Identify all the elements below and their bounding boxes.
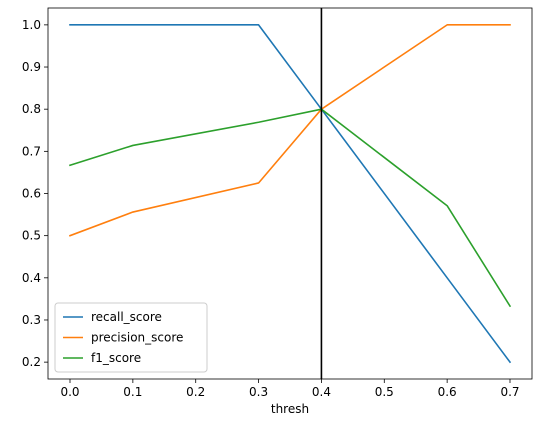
legend-label-recall_score: recall_score <box>91 310 162 324</box>
legend-label-precision_score: precision_score <box>91 331 183 345</box>
x-axis-label: thresh <box>271 402 309 416</box>
x-tick-label: 0.5 <box>375 385 394 399</box>
series-line-f1_score <box>68 108 512 308</box>
x-tick-label: 0.4 <box>312 385 331 399</box>
legend-frame <box>54 302 208 373</box>
x-tick-label: 0.0 <box>60 385 79 399</box>
x-tick-label: 0.3 <box>249 385 268 399</box>
y-tick-label: 0.4 <box>22 271 41 285</box>
y-tick-label: 0.5 <box>22 229 41 243</box>
x-tick-label: 0.1 <box>123 385 142 399</box>
y-tick-label: 0.8 <box>22 102 41 116</box>
y-tick-label: 0.2 <box>22 355 41 369</box>
y-tick-label: 0.7 <box>22 144 41 158</box>
y-tick-label: 0.6 <box>22 187 41 201</box>
x-tick-label: 0.6 <box>438 385 457 399</box>
series-line-precision_score <box>68 24 511 237</box>
legend-label-f1_score: f1_score <box>91 351 141 365</box>
y-tick-label: 0.3 <box>22 313 41 327</box>
y-tick-label: 0.9 <box>22 60 41 74</box>
axis-ticks: 0.0 0.1 0.2 0.3 0.4 0.5 0.6 0.7 0.2 0.3 0.4 0.5 0.6 0… <box>22 18 520 399</box>
x-tick-label: 0.2 <box>186 385 205 399</box>
legend: recall_score precision_score f1_score <box>54 302 208 373</box>
plot-area <box>68 8 512 379</box>
y-tick-label: 1.0 <box>22 18 41 32</box>
x-tick-label: 0.7 <box>500 385 519 399</box>
series-line-recall_score <box>69 24 512 364</box>
